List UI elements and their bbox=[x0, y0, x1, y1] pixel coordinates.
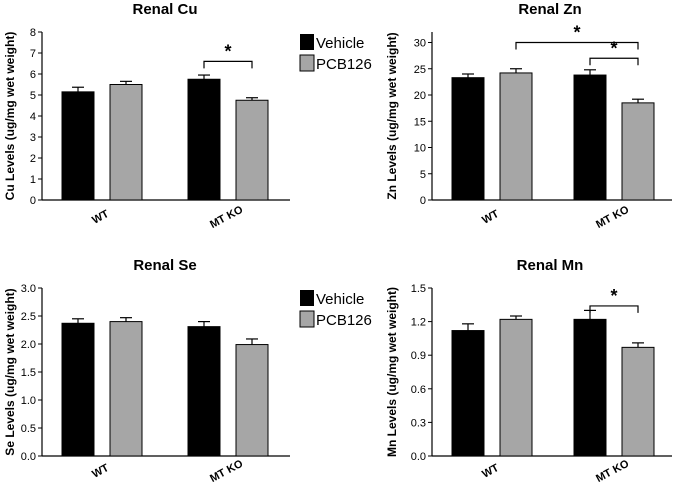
y-tick-label: 30 bbox=[414, 38, 426, 50]
y-tick-label: 0.5 bbox=[21, 423, 36, 435]
y-tick-label: 25 bbox=[414, 64, 426, 76]
y-tick-label: 3.0 bbox=[21, 283, 36, 295]
bar bbox=[61, 322, 95, 457]
chart-title: Renal Cu bbox=[132, 1, 197, 18]
x-tick-label: MT KO bbox=[594, 204, 631, 231]
y-axis-label: Se Levels (ug/mg wet weight) bbox=[3, 288, 17, 455]
y-tick-label: 15 bbox=[414, 116, 426, 128]
y-tick-label: 20 bbox=[414, 90, 426, 102]
y-tick-label: 0.6 bbox=[411, 384, 426, 396]
chart-title: Renal Mn bbox=[517, 257, 584, 274]
bar bbox=[621, 102, 655, 201]
significance-star: * bbox=[610, 38, 617, 58]
bar bbox=[109, 84, 143, 201]
bar bbox=[451, 77, 485, 201]
y-tick-label: 2 bbox=[30, 153, 36, 165]
y-tick-label: 4 bbox=[30, 111, 36, 123]
y-tick-label: 3 bbox=[30, 132, 36, 144]
significance-bracket bbox=[203, 60, 253, 69]
chart-panel: Renal Mn 0.0 0.3 0.6 0.9 1.2 1.5 Mn Levels (ug/… bbox=[385, 257, 672, 485]
bar bbox=[499, 72, 533, 201]
y-tick-label: 0 bbox=[30, 195, 36, 207]
chart-panel: Renal Se 0.0 0.5 1.0 1.5 2.0 2.5 3.0 Se Levels (… bbox=[3, 257, 290, 485]
significance-bracket bbox=[589, 57, 639, 66]
x-tick-label: MT KO bbox=[208, 204, 245, 231]
bar bbox=[235, 344, 269, 457]
y-tick-label: 1.0 bbox=[21, 395, 36, 407]
y-tick-label: 1 bbox=[30, 174, 36, 186]
y-tick-label: 2.0 bbox=[21, 339, 36, 351]
bar bbox=[451, 330, 485, 457]
significance-star: * bbox=[573, 23, 580, 43]
y-tick-label: 0.0 bbox=[411, 451, 426, 463]
bar bbox=[235, 99, 269, 201]
y-tick-label: 5 bbox=[420, 169, 426, 181]
y-tick-label: 2.5 bbox=[21, 311, 36, 323]
x-tick-label: MT KO bbox=[208, 458, 245, 485]
y-tick-label: 0 bbox=[420, 195, 426, 207]
y-tick-label: 8 bbox=[30, 27, 36, 39]
y-tick-label: 5 bbox=[30, 90, 36, 102]
y-tick-label: 6 bbox=[30, 69, 36, 81]
x-tick-label: WT bbox=[90, 462, 111, 481]
chart-title: Renal Zn bbox=[518, 1, 581, 18]
bar bbox=[621, 346, 655, 457]
y-axis-label: Mn Levels (ug/mg wet weight) bbox=[385, 287, 399, 457]
x-tick-label: WT bbox=[480, 462, 501, 481]
bar bbox=[499, 318, 533, 457]
bar bbox=[109, 321, 143, 457]
y-tick-label: 0.3 bbox=[411, 417, 426, 429]
x-tick-label: WT bbox=[480, 208, 501, 227]
significance-star: * bbox=[610, 286, 617, 306]
x-tick-label: WT bbox=[90, 208, 111, 227]
x-tick-label: MT KO bbox=[594, 458, 631, 485]
chart-panel: Renal Zn 0 5 10 15 20 25 30 Zn Levels (ug/mg wet… bbox=[385, 1, 672, 231]
y-axis-label: Cu Levels (ug/mg wet weight) bbox=[3, 32, 17, 201]
bar bbox=[573, 74, 607, 201]
y-tick-label: 10 bbox=[414, 143, 426, 155]
y-tick-label: 1.2 bbox=[411, 317, 426, 329]
y-tick-label: 0.0 bbox=[21, 451, 36, 463]
significance-star: * bbox=[224, 41, 231, 61]
y-tick-label: 7 bbox=[30, 48, 36, 60]
y-tick-label: 1.5 bbox=[411, 283, 426, 295]
chart-panel: Renal Cu 0 1 2 3 4 5 6 7 8 Cu Levels (ug/mg wet we… bbox=[3, 1, 290, 231]
bar bbox=[187, 326, 221, 457]
y-tick-label: 1.5 bbox=[21, 367, 36, 379]
significance-bracket bbox=[515, 41, 639, 50]
bar bbox=[187, 78, 221, 201]
bar bbox=[573, 318, 607, 457]
bar bbox=[61, 91, 95, 201]
significance-bracket bbox=[589, 305, 639, 313]
y-axis-label: Zn Levels (ug/mg wet weight) bbox=[385, 32, 399, 199]
y-tick-label: 0.9 bbox=[411, 350, 426, 362]
chart-title: Renal Se bbox=[133, 257, 196, 274]
